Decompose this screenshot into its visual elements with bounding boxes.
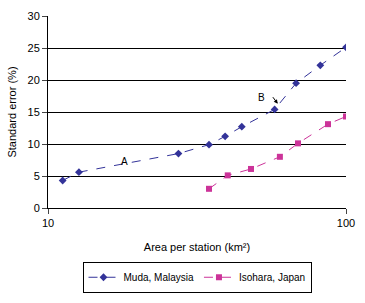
svg-text:10: 10 [28, 138, 40, 150]
svg-text:0: 0 [34, 202, 40, 214]
svg-text:B: B [258, 92, 265, 103]
svg-text:20: 20 [28, 74, 40, 86]
svg-text:15: 15 [28, 106, 40, 118]
svg-text:30: 30 [28, 10, 40, 22]
svg-text:A: A [121, 156, 128, 167]
svg-text:Muda, Malaysia: Muda, Malaysia [124, 272, 194, 283]
svg-text:Standard error (%): Standard error (%) [6, 66, 18, 157]
svg-text:Area per station (km²): Area per station (km²) [144, 241, 250, 253]
svg-text:Isohara, Japan: Isohara, Japan [239, 272, 305, 283]
svg-text:25: 25 [28, 42, 40, 54]
svg-text:100: 100 [337, 217, 355, 229]
svg-text:10: 10 [42, 217, 54, 229]
svg-text:5: 5 [34, 170, 40, 182]
